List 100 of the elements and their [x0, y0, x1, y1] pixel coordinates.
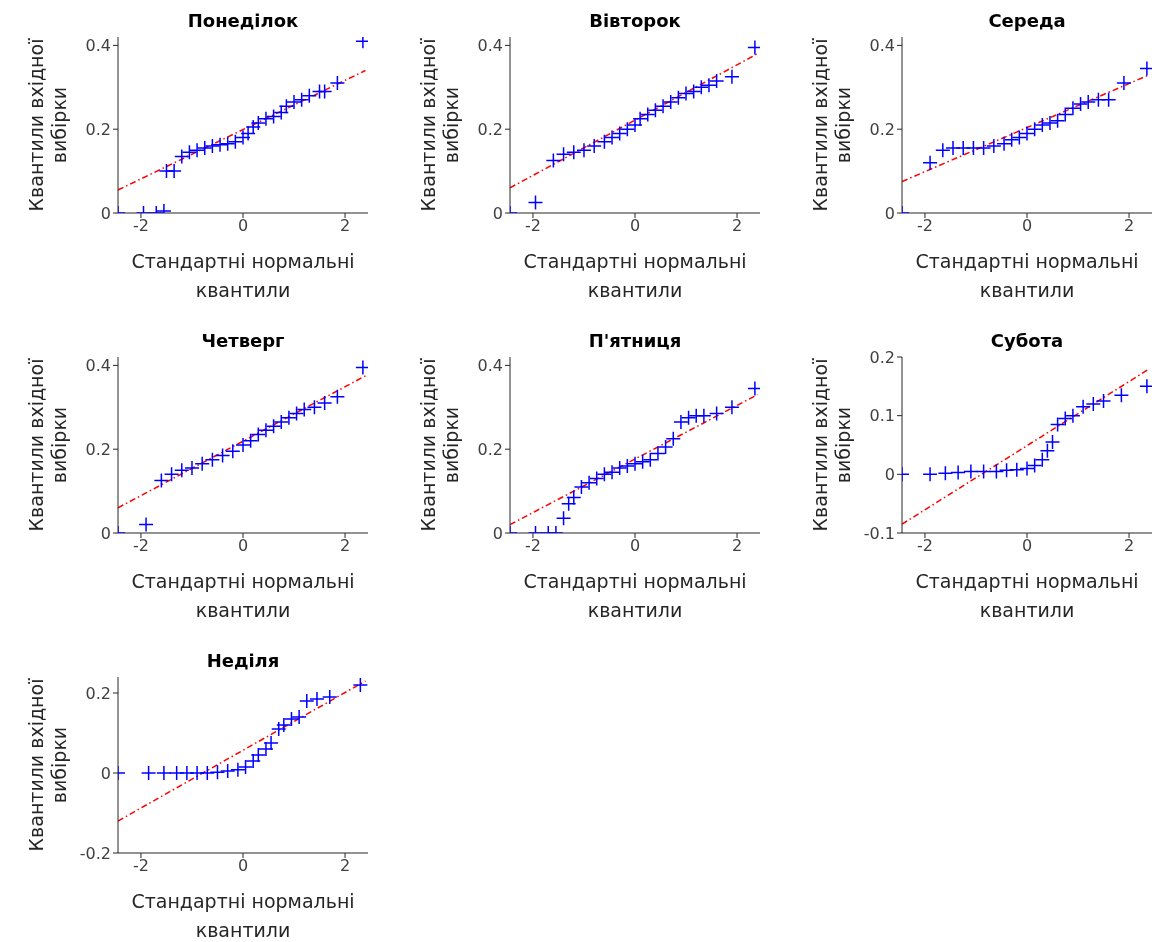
point	[922, 466, 938, 483]
x-tick-label: 0	[629, 216, 641, 236]
y-tick-label: 0	[100, 523, 111, 543]
point	[1034, 117, 1051, 133]
x-tick-label: 0	[1021, 216, 1033, 236]
point	[1026, 121, 1043, 137]
x-tick-label: 0	[629, 536, 641, 556]
point	[1116, 75, 1132, 91]
x-tick-label: -2	[524, 216, 541, 236]
point	[950, 464, 966, 481]
y-tick-label: 0.4	[477, 36, 503, 56]
x-axis-title: Стандартні нормальні квантили	[131, 250, 355, 301]
point	[286, 94, 302, 110]
point	[724, 69, 740, 85]
point	[1072, 96, 1089, 112]
point	[724, 399, 740, 416]
point	[301, 87, 318, 104]
point	[214, 447, 231, 464]
point	[204, 451, 221, 468]
point	[163, 466, 180, 483]
y-tick-label: -0.1	[863, 523, 895, 543]
point	[963, 463, 979, 480]
point	[634, 454, 651, 470]
point	[306, 399, 323, 416]
point	[288, 405, 305, 422]
point	[174, 462, 190, 478]
x-tick-label: -2	[132, 536, 149, 556]
point	[604, 464, 620, 480]
x-tick-label: 2	[339, 536, 351, 556]
point	[194, 456, 210, 472]
point	[975, 140, 992, 156]
chart-title: Субота	[989, 330, 1065, 351]
point	[566, 144, 582, 160]
point	[527, 194, 544, 211]
point	[352, 677, 368, 693]
point	[219, 136, 236, 152]
point	[204, 138, 221, 154]
point	[611, 125, 628, 142]
point	[696, 407, 712, 424]
point	[922, 154, 938, 171]
point	[611, 460, 628, 476]
x-axis-title: Стандартні нормальні квантили	[131, 570, 355, 621]
x-tick-label: -2	[132, 856, 149, 876]
x-tick-label: 2	[731, 216, 743, 236]
point	[299, 693, 315, 709]
point	[1113, 387, 1130, 403]
point	[138, 516, 154, 533]
point	[189, 142, 205, 158]
point	[181, 144, 198, 160]
point	[309, 691, 325, 707]
point	[596, 466, 613, 483]
point	[560, 495, 577, 512]
point	[619, 121, 636, 137]
point	[209, 764, 226, 780]
point	[555, 510, 572, 527]
point	[1049, 113, 1066, 129]
x-axis-title: Стандартні нормальні квантили	[523, 570, 747, 621]
x-tick-label: 2	[339, 216, 351, 236]
point	[278, 98, 295, 114]
y-tick-label: 0.2	[869, 119, 895, 139]
point	[258, 110, 274, 127]
point	[640, 106, 656, 123]
point	[673, 414, 689, 430]
point	[227, 134, 244, 150]
point	[1057, 106, 1074, 123]
point	[573, 479, 590, 495]
point	[1026, 457, 1043, 474]
y-axis-title: Квантили вхідної вибірки	[25, 37, 70, 212]
y-axis-title: Квантили вхідної вибірки	[809, 357, 854, 532]
x-tick-label: -2	[916, 536, 933, 556]
point	[708, 405, 725, 422]
point	[283, 711, 300, 727]
y-tick-label: 0.2	[477, 439, 503, 459]
point	[291, 709, 307, 725]
point	[296, 401, 312, 418]
chart-title: Неділя	[205, 650, 281, 671]
point	[276, 717, 292, 733]
point	[273, 104, 290, 121]
point	[555, 146, 572, 163]
point	[566, 489, 582, 506]
point	[1011, 129, 1028, 146]
point	[1039, 443, 1056, 459]
chart-title: Середа	[987, 10, 1067, 31]
point	[627, 117, 643, 133]
chart-title: П'ятниця	[587, 330, 683, 351]
point	[596, 134, 613, 150]
point	[316, 83, 333, 100]
point	[604, 129, 620, 146]
point	[235, 437, 251, 453]
point	[166, 163, 182, 179]
x-tick-label: -2	[916, 216, 933, 236]
point	[316, 395, 333, 411]
point	[258, 422, 274, 439]
point	[708, 73, 725, 89]
point	[1003, 131, 1020, 148]
point	[250, 115, 267, 131]
point	[219, 763, 236, 779]
x-tick-label: 0	[237, 856, 249, 876]
point	[619, 458, 636, 474]
y-axis-title: Квантили вхідної вибірки	[809, 37, 854, 212]
